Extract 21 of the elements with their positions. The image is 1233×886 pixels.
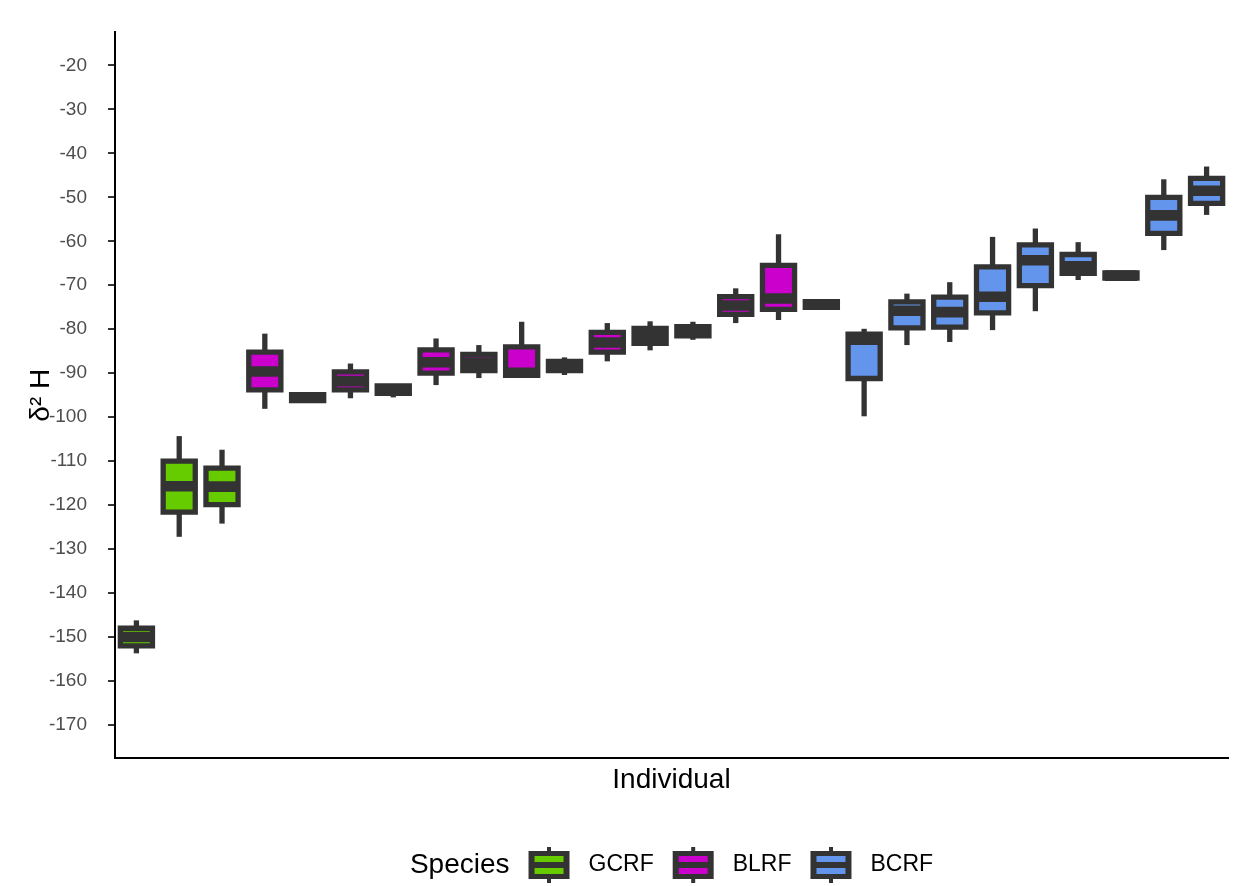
y-tick-label: -140: [48, 581, 87, 603]
y-tick-label: -30: [59, 97, 87, 119]
x-axis-title: Individual: [612, 762, 731, 794]
y-tick-label: -90: [59, 361, 87, 383]
legend-label: GCRF: [588, 850, 654, 877]
legend-label: BLRF: [732, 850, 792, 877]
y-tick-label: -130: [48, 537, 87, 559]
y-tick-label: -110: [50, 449, 87, 471]
y-tick-label: -20: [59, 53, 87, 75]
y-tick-label: -150: [48, 625, 87, 647]
y-tick-label: -160: [48, 669, 87, 691]
y-tick-label: -100: [48, 405, 87, 427]
legend-label: BCRF: [870, 850, 934, 877]
y-tick-label: -70: [59, 273, 87, 295]
y-tick-label: -120: [48, 493, 87, 515]
y-tick-label: -170: [48, 713, 87, 735]
y-tick-label: -40: [59, 141, 87, 163]
y-tick-label: -50: [59, 185, 87, 207]
y-tick-label: -60: [59, 229, 87, 251]
y-tick-label: -80: [59, 317, 87, 339]
legend-title: Species: [409, 847, 510, 879]
